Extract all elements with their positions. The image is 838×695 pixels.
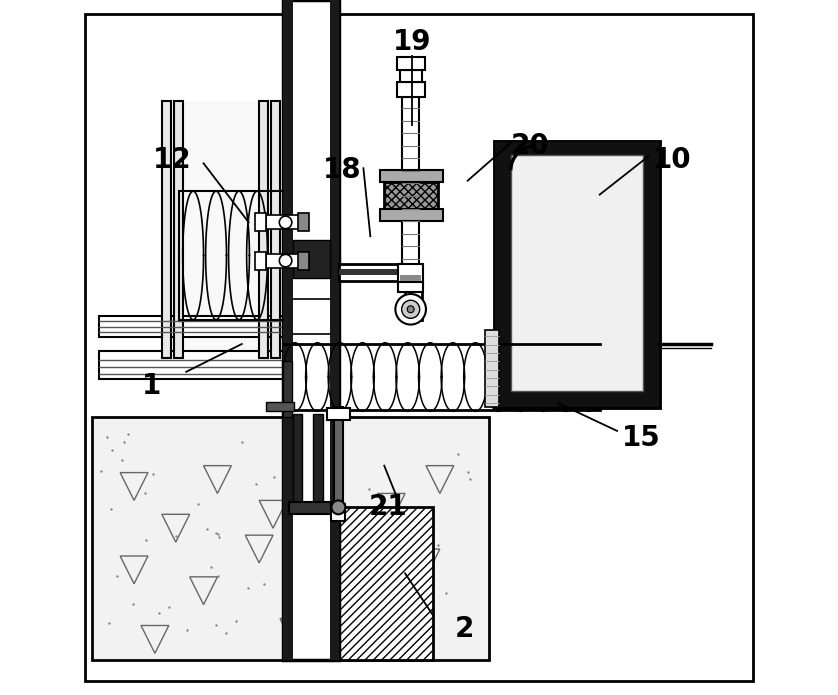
Bar xyxy=(380,170,442,182)
Bar xyxy=(292,240,330,278)
Bar xyxy=(162,101,171,358)
Text: 2: 2 xyxy=(454,615,473,643)
Bar xyxy=(283,361,292,417)
Bar xyxy=(405,264,422,320)
Bar xyxy=(396,82,425,97)
Text: 19: 19 xyxy=(393,28,432,56)
Bar xyxy=(385,182,438,208)
Bar xyxy=(259,101,268,358)
Bar xyxy=(266,254,301,268)
Bar xyxy=(184,101,259,358)
Bar xyxy=(99,351,291,379)
Bar xyxy=(332,504,345,521)
Text: 18: 18 xyxy=(323,156,362,184)
Text: 1: 1 xyxy=(142,372,161,400)
Text: 15: 15 xyxy=(622,424,661,452)
Text: 12: 12 xyxy=(153,146,192,174)
Bar xyxy=(330,0,339,660)
Text: 20: 20 xyxy=(511,132,550,160)
Bar xyxy=(292,414,303,507)
Bar xyxy=(400,70,422,82)
Bar xyxy=(339,269,422,275)
Circle shape xyxy=(401,300,420,318)
Bar xyxy=(339,264,422,281)
Bar xyxy=(339,507,433,660)
Bar xyxy=(485,330,499,407)
Text: 10: 10 xyxy=(654,146,692,174)
Bar xyxy=(402,97,419,278)
Bar xyxy=(495,142,659,155)
Bar xyxy=(298,252,309,270)
Bar xyxy=(380,208,442,221)
Bar xyxy=(99,316,291,337)
Circle shape xyxy=(407,306,414,313)
Bar xyxy=(495,391,659,407)
Bar xyxy=(495,142,510,407)
Bar xyxy=(283,0,339,660)
Bar xyxy=(405,306,422,313)
Bar xyxy=(334,407,343,507)
Bar xyxy=(328,408,349,420)
Bar xyxy=(401,275,421,281)
Bar xyxy=(313,414,323,507)
Circle shape xyxy=(279,254,292,267)
Bar xyxy=(255,252,266,270)
Bar xyxy=(92,417,489,660)
Bar xyxy=(271,101,280,358)
Bar xyxy=(644,142,659,407)
Bar xyxy=(510,155,644,391)
Bar xyxy=(255,213,266,231)
Bar xyxy=(396,57,425,70)
Bar xyxy=(266,402,294,411)
Bar xyxy=(398,282,423,292)
Bar xyxy=(289,502,334,514)
Bar xyxy=(298,213,309,231)
Circle shape xyxy=(332,500,345,514)
Bar xyxy=(495,142,659,407)
Circle shape xyxy=(396,294,426,325)
Bar xyxy=(174,101,184,358)
Text: 21: 21 xyxy=(369,493,407,521)
Circle shape xyxy=(279,216,292,229)
Bar xyxy=(398,264,423,285)
Bar xyxy=(283,0,292,660)
Bar xyxy=(266,215,301,229)
